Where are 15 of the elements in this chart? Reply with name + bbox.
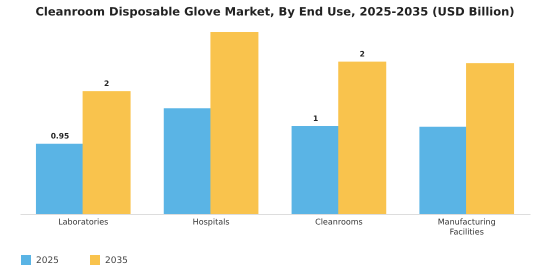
x-tick-label: Manufacturing Facilities <box>438 218 496 236</box>
x-tick-label: Cleanrooms <box>315 218 363 226</box>
bar <box>210 32 258 214</box>
x-tick-label: Hospitals <box>192 218 230 226</box>
bar <box>292 126 340 214</box>
x-tick-label: Laboratories <box>58 218 108 226</box>
bar <box>36 144 84 214</box>
bar <box>338 62 386 214</box>
bar <box>466 63 514 214</box>
chart-title: Cleanroom Disposable Glove Market, By End Use, 2025-2035 (USD Billion) <box>35 4 515 18</box>
bar <box>419 126 468 214</box>
bar <box>164 108 212 214</box>
bar <box>82 91 131 214</box>
legend-label: 2025 <box>36 256 59 266</box>
legend-label: 2035 <box>105 256 128 266</box>
